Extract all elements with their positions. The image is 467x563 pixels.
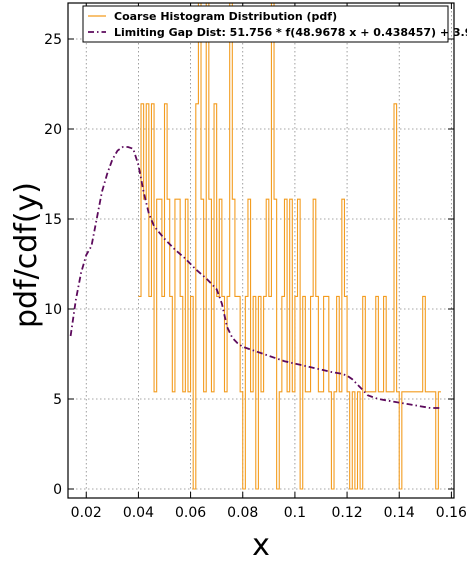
x-tick-label: 0.14 bbox=[384, 505, 415, 521]
x-tick-label: 0.08 bbox=[227, 505, 258, 521]
limiting-gap-line bbox=[69, 146, 441, 409]
x-tick-label: 0.02 bbox=[71, 505, 102, 521]
x-tick-label: 0.16 bbox=[436, 505, 467, 521]
histogram-step-line bbox=[138, 2, 441, 490]
y-tick-label: 5 bbox=[53, 392, 62, 408]
y-tick-label: 10 bbox=[44, 302, 62, 318]
y-tick-label: 20 bbox=[44, 122, 62, 138]
x-tick-label: 0.06 bbox=[175, 505, 206, 521]
legend-box bbox=[82, 5, 449, 43]
y-axis-label: pdf/cdf(y) bbox=[9, 182, 44, 328]
plot-frame bbox=[67, 2, 455, 499]
y-tick-label: 25 bbox=[44, 32, 62, 48]
x-axis-label: x bbox=[252, 528, 270, 563]
legend: Coarse Histogram Distribution (pdf) Limi… bbox=[82, 5, 467, 43]
x-ticks: 0.02 0.04 0.06 0.08 0.1 0.12 0.14 0.16 bbox=[71, 3, 467, 521]
x-tick-label: 0.12 bbox=[331, 505, 362, 521]
x-tick-label: 0.1 bbox=[284, 505, 306, 521]
legend-label-histogram: Coarse Histogram Distribution (pdf) bbox=[114, 10, 337, 23]
y-ticks: 0 5 10 15 20 25 bbox=[44, 32, 454, 498]
legend-label-limiting-gap: Limiting Gap Dist: 51.756 * f(48.9678 x … bbox=[114, 26, 467, 39]
y-tick-label: 15 bbox=[44, 212, 62, 228]
series-layer bbox=[69, 2, 441, 490]
x-tick-label: 0.04 bbox=[123, 505, 154, 521]
y-tick-label: 0 bbox=[53, 482, 62, 498]
